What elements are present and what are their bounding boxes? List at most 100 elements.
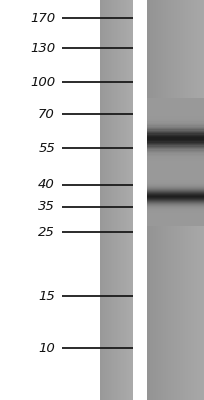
Bar: [147, 213, 204, 214]
Bar: [153, 0, 154, 400]
Bar: [121, 0, 122, 400]
Bar: [163, 0, 164, 400]
Bar: [147, 143, 204, 144]
Bar: [181, 0, 183, 400]
Bar: [154, 0, 156, 400]
Bar: [116, 0, 117, 400]
Bar: [101, 0, 102, 400]
Bar: [187, 0, 188, 400]
Bar: [147, 223, 204, 224]
Bar: [126, 0, 127, 400]
Bar: [147, 167, 204, 169]
Bar: [147, 177, 204, 178]
Bar: [117, 0, 118, 400]
Bar: [195, 0, 197, 400]
Bar: [115, 0, 116, 400]
Bar: [122, 0, 123, 400]
Bar: [185, 0, 187, 400]
Bar: [147, 178, 204, 180]
Bar: [147, 124, 204, 126]
Bar: [147, 120, 204, 122]
Bar: [147, 171, 204, 173]
Bar: [147, 189, 204, 190]
Bar: [147, 155, 204, 156]
Text: 10: 10: [38, 342, 55, 354]
Bar: [147, 196, 204, 198]
Bar: [167, 0, 168, 400]
Bar: [147, 168, 204, 170]
Bar: [147, 196, 204, 197]
Bar: [147, 152, 204, 154]
Bar: [147, 128, 204, 130]
Bar: [147, 145, 204, 147]
Bar: [147, 220, 204, 221]
Text: 70: 70: [38, 108, 55, 120]
Bar: [147, 112, 204, 114]
Bar: [183, 0, 184, 400]
Bar: [147, 190, 204, 191]
Bar: [147, 148, 204, 150]
Bar: [102, 0, 103, 400]
Bar: [104, 0, 105, 400]
Bar: [147, 207, 204, 209]
Bar: [147, 129, 204, 131]
Bar: [147, 110, 204, 112]
Bar: [147, 166, 204, 167]
Bar: [193, 0, 194, 400]
Bar: [147, 98, 204, 100]
Bar: [147, 122, 204, 124]
Bar: [147, 201, 204, 203]
Bar: [147, 126, 204, 128]
Bar: [151, 0, 153, 400]
Bar: [168, 0, 170, 400]
Bar: [147, 168, 204, 170]
Bar: [147, 224, 204, 225]
Bar: [124, 0, 125, 400]
Bar: [149, 0, 150, 400]
Bar: [201, 0, 203, 400]
Bar: [147, 0, 149, 400]
Bar: [147, 225, 204, 226]
Text: 55: 55: [38, 142, 55, 154]
Bar: [147, 180, 204, 182]
Bar: [203, 0, 204, 400]
Bar: [147, 101, 204, 103]
Bar: [147, 104, 204, 106]
Bar: [180, 0, 181, 400]
Bar: [156, 0, 157, 400]
Bar: [147, 121, 204, 123]
Bar: [147, 114, 204, 116]
Bar: [147, 141, 204, 143]
Bar: [147, 200, 204, 202]
Bar: [133, 0, 147, 400]
Bar: [125, 0, 126, 400]
Bar: [131, 0, 132, 400]
Bar: [111, 0, 112, 400]
Text: 40: 40: [38, 178, 55, 192]
Bar: [158, 0, 160, 400]
Bar: [147, 185, 204, 186]
Bar: [147, 175, 204, 177]
Bar: [109, 0, 110, 400]
Bar: [147, 140, 204, 142]
Bar: [119, 0, 120, 400]
Bar: [147, 159, 204, 161]
Bar: [147, 215, 204, 216]
Bar: [147, 176, 204, 178]
Bar: [173, 0, 174, 400]
Bar: [147, 208, 204, 210]
Bar: [147, 187, 204, 188]
Bar: [147, 117, 204, 119]
Bar: [147, 209, 204, 210]
Bar: [113, 0, 114, 400]
Bar: [165, 0, 167, 400]
Bar: [147, 167, 204, 169]
Bar: [147, 163, 204, 165]
Bar: [147, 193, 204, 194]
Bar: [100, 0, 101, 400]
Bar: [147, 171, 204, 173]
Bar: [188, 0, 190, 400]
Bar: [147, 147, 204, 148]
Bar: [174, 0, 175, 400]
Bar: [147, 176, 204, 178]
